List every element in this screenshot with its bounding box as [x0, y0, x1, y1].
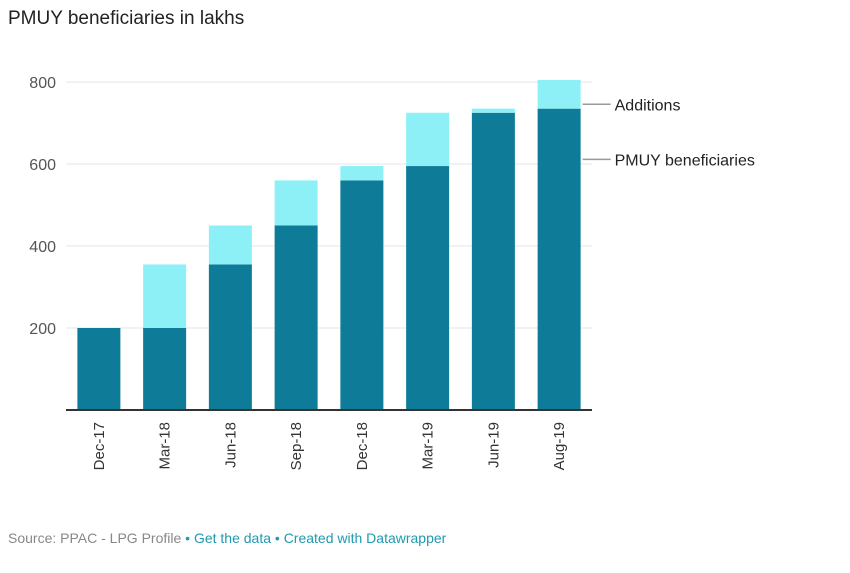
separator: • — [181, 530, 194, 546]
x-tick-label: Jun-19 — [485, 422, 502, 468]
bar-additions — [274, 180, 318, 226]
x-tick-label: Dec-17 — [91, 422, 108, 470]
bars — [77, 79, 581, 411]
bar-beneficiaries — [471, 112, 515, 410]
bar-beneficiaries — [208, 264, 252, 410]
bar-beneficiaries — [340, 180, 384, 410]
y-tick-label: 800 — [29, 75, 56, 92]
bar-additions — [208, 225, 252, 265]
y-tick-label: 600 — [29, 157, 56, 174]
y-tick-label: 200 — [29, 321, 56, 338]
y-axis-ticks: 200 400 600 800 — [29, 75, 56, 338]
x-axis-ticks: Dec-17 Mar-18 Jun-18 Sep-18 Dec-18 Mar-19 Jun-… — [91, 422, 568, 470]
bar-additions — [471, 108, 515, 113]
x-tick-label: Aug-19 — [551, 422, 568, 470]
series-labels: Additions PMUY beneficiaries — [582, 97, 755, 169]
x-tick-label: Dec-18 — [354, 422, 371, 470]
separator: • — [271, 530, 284, 546]
get-data-link[interactable]: Get the data — [193, 530, 271, 546]
x-tick-label: Jun-18 — [222, 422, 239, 468]
bar-additions — [143, 264, 187, 328]
bar-additions — [537, 79, 581, 109]
x-tick-label: Sep-18 — [288, 422, 305, 470]
x-tick-label: Mar-19 — [420, 422, 437, 470]
chart-title: PMUY beneficiaries in lakhs — [8, 8, 245, 29]
bar-additions — [340, 166, 384, 181]
bar-beneficiaries — [143, 328, 187, 410]
y-tick-label: 400 — [29, 239, 56, 256]
bar-beneficiaries — [274, 225, 318, 410]
datawrapper-link[interactable]: Created with Datawrapper — [283, 530, 447, 546]
x-tick-label: Mar-18 — [157, 422, 174, 470]
series-label-additions: Additions — [615, 97, 681, 114]
source-text: Source: PPAC - LPG Profile — [8, 530, 182, 546]
series-label-beneficiaries: PMUY beneficiaries — [615, 152, 755, 169]
bar-beneficiaries — [77, 328, 121, 410]
bar-beneficiaries — [406, 166, 450, 410]
source-footer: Source: PPAC - LPG Profile • Get the dat… — [8, 530, 446, 546]
bar-beneficiaries — [537, 108, 581, 411]
bar-additions — [406, 112, 450, 167]
